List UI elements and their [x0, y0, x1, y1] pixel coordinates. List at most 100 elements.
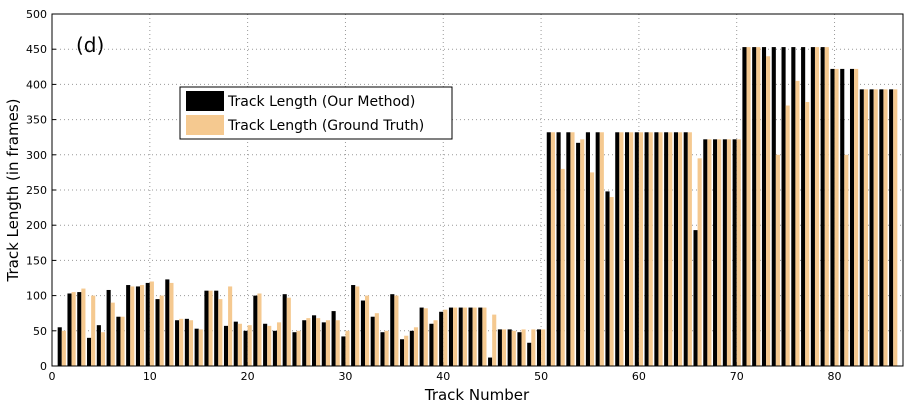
x-tick-label: 20 — [241, 370, 255, 383]
bar — [775, 154, 780, 366]
bar — [81, 288, 86, 366]
bar — [511, 330, 516, 366]
bar — [400, 339, 405, 366]
bar — [869, 89, 874, 366]
bar — [713, 139, 718, 366]
bar — [801, 47, 806, 366]
bar — [272, 330, 277, 366]
bar — [276, 322, 282, 366]
bar — [488, 357, 493, 366]
y-tick-label: 300 — [26, 149, 47, 162]
annotation: (d) — [76, 33, 104, 57]
bar — [380, 332, 385, 366]
bar — [482, 307, 487, 366]
x-tick-label: 0 — [49, 370, 56, 383]
bar — [175, 320, 180, 366]
bar — [658, 132, 663, 366]
bar — [517, 332, 522, 366]
bar — [462, 307, 467, 366]
bar — [321, 322, 326, 366]
bar — [91, 295, 96, 366]
bar — [550, 132, 555, 366]
bar — [140, 285, 145, 366]
bar — [531, 329, 536, 366]
bar — [325, 320, 330, 366]
plot-frame — [51, 13, 904, 367]
bar — [615, 132, 620, 366]
bar — [664, 132, 669, 366]
bar — [419, 307, 424, 366]
bar — [331, 311, 336, 366]
x-tick-label: 70 — [730, 370, 744, 383]
y-tick-label: 450 — [26, 43, 47, 56]
bar — [589, 172, 595, 366]
bar — [282, 294, 287, 366]
bar — [781, 47, 786, 366]
bar — [257, 293, 262, 366]
bar — [625, 132, 630, 366]
bar — [96, 325, 101, 366]
bar — [351, 285, 356, 366]
y-axis-label: Track Length (in frames) — [4, 99, 22, 283]
bar — [67, 293, 72, 366]
bar — [286, 297, 291, 366]
y-tick-label: 0 — [40, 360, 47, 373]
bar — [756, 47, 761, 366]
x-tick-label: 30 — [338, 370, 352, 383]
bar — [311, 315, 317, 366]
bar — [135, 286, 141, 366]
bar — [673, 132, 679, 366]
bar — [732, 139, 737, 366]
bar — [536, 329, 542, 366]
legend-swatch — [186, 115, 224, 135]
bar — [198, 329, 203, 366]
bar — [863, 89, 868, 366]
bar — [703, 139, 708, 366]
bar — [576, 142, 581, 366]
legend-label: Track Length (Our Method) — [227, 94, 415, 110]
bar — [541, 329, 546, 366]
bar — [791, 47, 796, 366]
bar — [61, 330, 66, 366]
bar — [752, 47, 757, 366]
y-tick-label: 500 — [26, 8, 47, 21]
bar — [683, 132, 688, 366]
bar — [233, 321, 238, 366]
bar — [560, 168, 565, 366]
bar — [253, 295, 258, 366]
bar — [345, 330, 350, 366]
bar — [149, 281, 154, 366]
bar — [873, 89, 878, 366]
y-tick-label: 50 — [33, 325, 47, 338]
bar — [100, 332, 106, 366]
bar — [497, 329, 502, 366]
bar — [746, 47, 751, 366]
bar — [218, 299, 223, 366]
bar — [237, 323, 242, 366]
bar — [458, 307, 463, 366]
bar — [169, 282, 174, 366]
legend-swatch — [186, 91, 224, 111]
bar — [678, 132, 683, 366]
bar — [844, 154, 849, 366]
bar — [159, 295, 164, 366]
bar — [384, 330, 389, 366]
legend-box — [179, 86, 453, 140]
bar — [247, 325, 252, 366]
bar — [409, 330, 414, 366]
bar — [570, 132, 575, 366]
bar — [263, 323, 268, 366]
y-tick-label: 200 — [26, 219, 47, 232]
bar — [204, 290, 209, 366]
bar — [717, 139, 722, 366]
bar — [468, 307, 473, 366]
bar — [879, 89, 884, 366]
bar — [365, 295, 370, 366]
bar — [585, 132, 590, 366]
bar — [341, 336, 346, 366]
legend-label: Track Length (Ground Truth) — [227, 118, 424, 134]
bar — [648, 132, 653, 366]
bar — [302, 320, 307, 366]
y-tick-label: 250 — [26, 184, 47, 197]
